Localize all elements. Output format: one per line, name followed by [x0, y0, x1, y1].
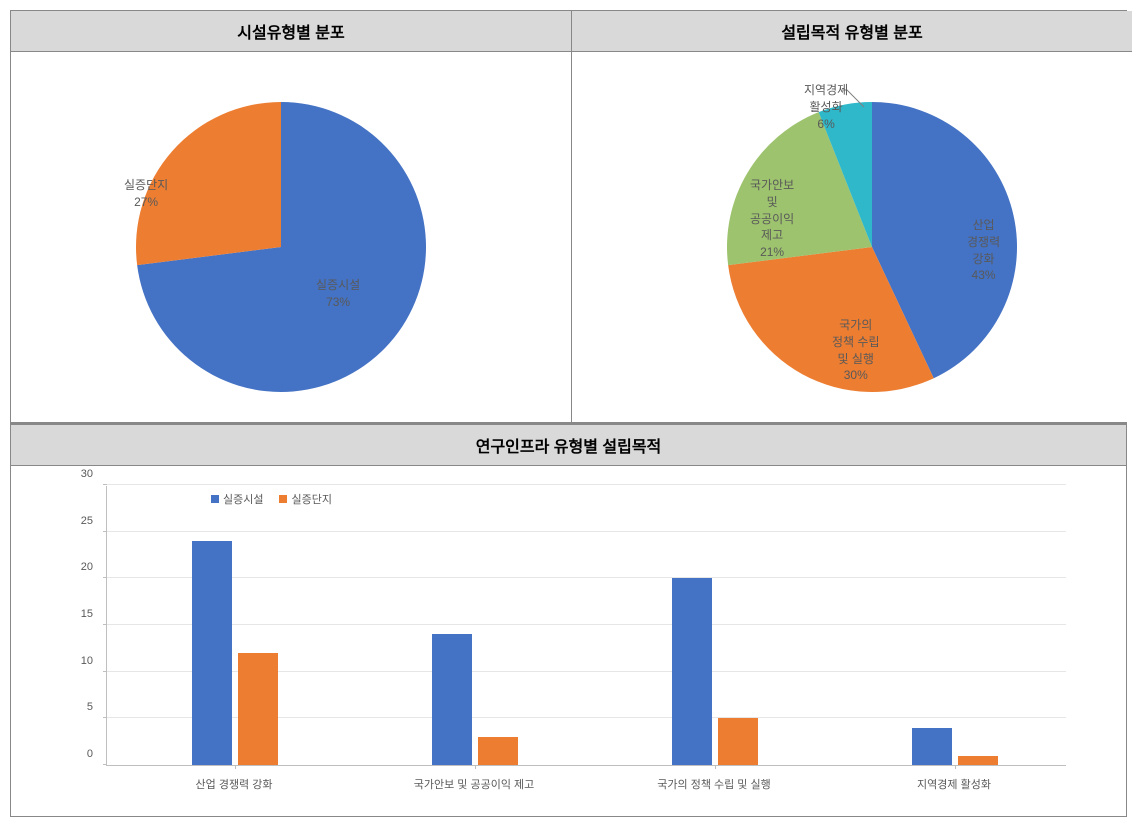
bar-chart-area: 실증시설실증단지 051015202530 산업 경쟁력 강화국가안보 및 공공…: [11, 466, 1126, 816]
x-tick: [475, 765, 476, 769]
pie2-wrapper: 산업경쟁력강화43% 국가의정책 수립및 실행30% 국가안보및공공이익제고21% 지…: [572, 52, 1132, 422]
pie-slice-label: 실증단지27%: [124, 177, 168, 211]
x-axis-label: 국가의 정책 수립 및 실행: [657, 776, 770, 792]
bar: [958, 756, 998, 765]
bar-group: [432, 634, 518, 765]
bar: [238, 653, 278, 765]
pie-slice-label: 산업경쟁력강화43%: [967, 217, 1000, 284]
header-infra-purpose: 연구인프라 유형별 설립목적: [11, 425, 1126, 466]
pie1-area: 실증시설73% 실증단지27%: [11, 52, 571, 422]
dashboard-container: 시설유형별 분포 실증시설73%실증단지27% 설립목적 유형별 분포 산업경쟁…: [10, 10, 1127, 817]
y-tick-label: 5: [87, 701, 93, 713]
facility-type-cell: 시설유형별 분포 실증시설73% 실증단지27%: [11, 11, 572, 422]
pie-slice-label: 국가의정책 수립및 실행30%: [832, 317, 880, 384]
plot-area: [106, 486, 1066, 766]
y-tick-label: 25: [81, 515, 93, 527]
bar: [432, 634, 472, 765]
bar-group: [192, 541, 278, 765]
x-axis-label: 지역경제 활성화: [917, 776, 991, 792]
pie-slice-label: 실증시설73%: [316, 277, 360, 311]
x-axis-label: 국가안보 및 공공이익 제고: [414, 776, 535, 792]
y-tick-label: 0: [87, 748, 93, 760]
bottom-row: 연구인프라 유형별 설립목적 실증시설실증단지 051015202530 산업 …: [11, 423, 1126, 816]
top-row: 시설유형별 분포 실증시설73%실증단지27% 설립목적 유형별 분포 산업경쟁…: [11, 11, 1126, 423]
bar-group: [672, 578, 758, 765]
x-axis-label: 산업 경쟁력 강화: [196, 776, 273, 792]
bar: [718, 718, 758, 765]
x-tick: [955, 765, 956, 769]
x-tick: [235, 765, 236, 769]
bar: [912, 728, 952, 765]
pie1-svg: [11, 52, 571, 422]
y-axis: 051015202530: [71, 486, 101, 766]
purpose-type-cell: 설립목적 유형별 분포 산업경쟁력강화43% 국가의정책 수립및 실행30% 국가안…: [572, 11, 1132, 422]
header-purpose-type: 설립목적 유형별 분포: [572, 11, 1132, 52]
pie-slice-label: 지역경제활성화6%: [804, 82, 848, 132]
x-labels: 산업 경쟁력 강화 국가안보 및 공공이익 제고 국가의 정책 수립 및 실행 지역경…: [106, 776, 1066, 796]
y-tick-label: 20: [81, 561, 93, 573]
bar: [192, 541, 232, 765]
pie-slice-label: 국가안보및공공이익제고21%: [750, 177, 794, 261]
bar: [672, 578, 712, 765]
gridline: [107, 531, 1066, 532]
x-tick: [715, 765, 716, 769]
gridline: [107, 484, 1066, 485]
y-tick-label: 30: [81, 468, 93, 480]
pie2-area: 산업경쟁력강화43% 국가의정책 수립및 실행30% 국가안보및공공이익제고21% 지…: [572, 52, 1132, 422]
y-tick-label: 10: [81, 655, 93, 667]
y-tick-label: 15: [81, 608, 93, 620]
header-facility-type: 시설유형별 분포: [11, 11, 571, 52]
bar: [478, 737, 518, 765]
bar-group: [912, 728, 998, 765]
pie1-wrapper: 실증시설73% 실증단지27%: [11, 52, 571, 422]
